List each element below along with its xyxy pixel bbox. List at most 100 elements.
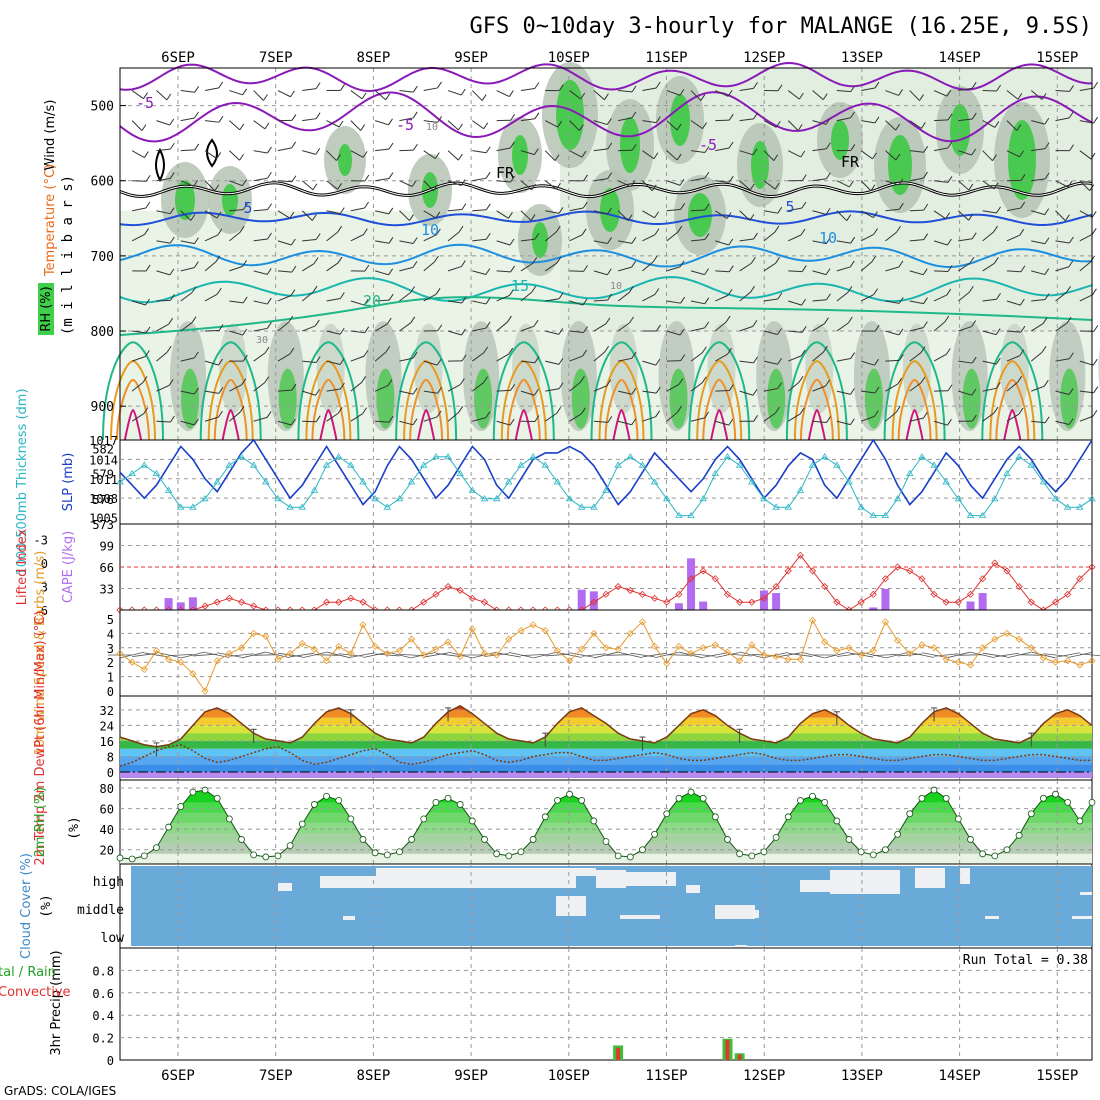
surface-barb <box>1079 653 1100 657</box>
wind-barb-flag <box>631 143 637 151</box>
wind-barb-flag <box>315 148 321 155</box>
wind-barb <box>277 90 291 98</box>
wind-barb <box>593 270 608 276</box>
wind-barb <box>399 322 412 332</box>
wind-barb <box>350 355 365 362</box>
wind-barb-flag <box>218 358 223 366</box>
wind-barb-flag <box>873 410 879 417</box>
wind-barb <box>861 390 876 394</box>
wind-barb-flag <box>193 351 199 359</box>
wind-barb <box>739 262 752 272</box>
wind-barb-flag <box>897 377 903 385</box>
wind-barb <box>618 240 633 244</box>
wind-speed-point <box>493 651 501 659</box>
rh-blob-gray <box>316 323 345 414</box>
wind-barb-flag <box>267 146 272 154</box>
wind-barb <box>642 180 653 192</box>
wind-barb-flag <box>534 82 540 89</box>
wind-barb-flag <box>995 357 1001 365</box>
thickness-point <box>626 453 635 460</box>
surface-barb <box>873 653 898 657</box>
wind-barb <box>666 180 681 186</box>
wind-barb-flag <box>605 317 611 325</box>
rh-tick: 80 <box>100 782 114 796</box>
li-point <box>954 598 962 606</box>
wind-barb-flag <box>971 388 977 396</box>
temp-line <box>119 705 1093 748</box>
thickness-point <box>189 503 197 510</box>
wind-barb-flag <box>556 406 562 414</box>
dewpoint-line <box>119 744 1092 767</box>
wind-barb <box>156 384 170 392</box>
wind-barb-flag <box>339 382 345 390</box>
wind-barb-flag <box>510 113 516 121</box>
wind-barb <box>204 293 218 302</box>
wind-barb-flag <box>581 150 587 158</box>
wind-barb <box>909 177 924 182</box>
rh-point <box>687 788 695 796</box>
wind-barb-flag <box>364 174 370 182</box>
thickness-point <box>505 478 513 485</box>
wind-barb <box>885 383 898 392</box>
wind-barb-flag <box>582 298 588 306</box>
wind-barb <box>715 147 730 152</box>
wind-barb-flag <box>557 120 563 128</box>
wind-barb <box>982 120 996 128</box>
wind-barb <box>180 267 195 272</box>
rh-point <box>748 852 756 860</box>
li-point <box>420 598 428 606</box>
wind-barb <box>520 87 535 92</box>
wind-barb <box>788 270 803 273</box>
wind-speed-point <box>626 629 634 637</box>
li-point <box>359 598 367 606</box>
wind-barb-flag <box>1092 409 1098 417</box>
wind-barb-flag <box>1066 316 1072 324</box>
wind-speed-point <box>894 637 902 645</box>
wind-barb-flag <box>899 354 904 361</box>
wind-barb-flag <box>676 153 682 161</box>
temp-band <box>120 772 1092 778</box>
wind-barb <box>666 208 681 212</box>
wind-barb-flag <box>289 347 295 355</box>
wind-barb <box>253 416 268 422</box>
wind-barb-flag <box>604 93 609 100</box>
li-point <box>833 598 841 606</box>
wind-barb <box>933 147 948 152</box>
wind-barb <box>909 150 924 153</box>
wind-barb-flag <box>604 345 610 353</box>
wind-barb <box>812 90 824 100</box>
wind-barb-flag <box>413 143 418 151</box>
wind-barb-flag <box>218 410 223 418</box>
wind-barb-flag <box>922 268 928 275</box>
wind-speed-point <box>432 645 440 653</box>
wind-barb <box>350 300 365 306</box>
wind-barb <box>1079 233 1093 242</box>
li-point <box>1088 563 1096 571</box>
cloud-gap <box>830 870 900 894</box>
wind-barb-flag <box>340 84 345 91</box>
thickness-point <box>978 511 987 518</box>
wind-barb-flag <box>579 375 585 383</box>
wind-barb-flag <box>1091 228 1097 235</box>
wind-barb-flag <box>437 81 442 89</box>
rh-point <box>736 850 744 858</box>
thickness-point <box>1003 469 1011 476</box>
wind-barb-flag <box>386 317 392 325</box>
rh-blob-green <box>864 368 883 429</box>
wind-barb-flag <box>534 232 540 240</box>
isotherm-minus5-top <box>119 61 1092 93</box>
wind-barb <box>909 120 922 129</box>
wind-barb <box>253 352 266 362</box>
wind-barb <box>933 321 946 332</box>
wind-barb <box>472 300 487 305</box>
diurnal-isotherm <box>403 360 450 441</box>
surface-barb <box>593 651 619 659</box>
wind-barb-flag <box>801 298 807 306</box>
diurnal-isotherm <box>213 378 248 441</box>
wind-speed-point <box>213 657 221 665</box>
rh-point <box>651 830 658 838</box>
cloud-level-middle: middle <box>77 903 124 918</box>
rh-blob-green <box>751 141 769 189</box>
